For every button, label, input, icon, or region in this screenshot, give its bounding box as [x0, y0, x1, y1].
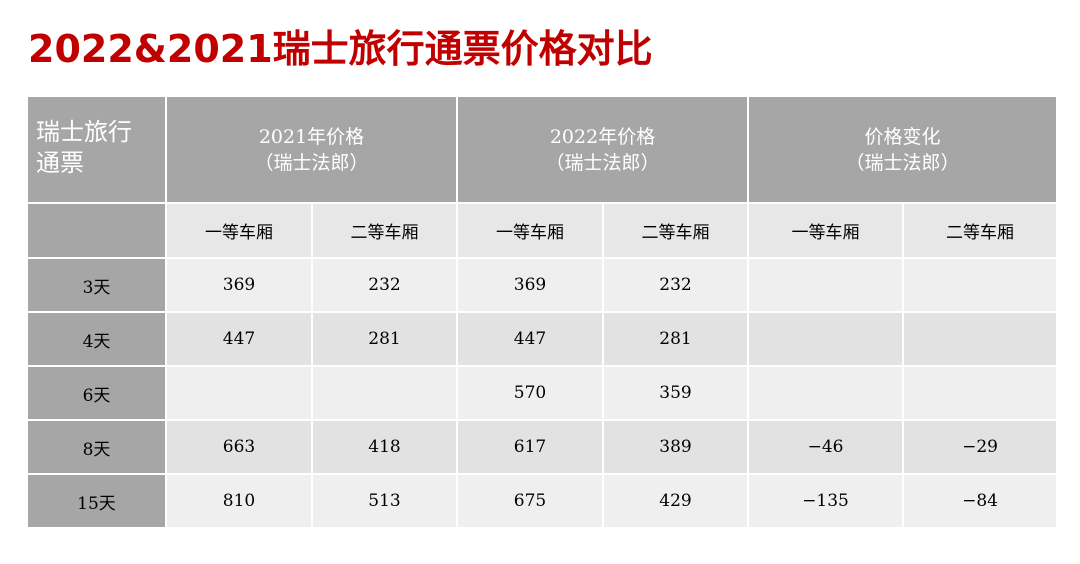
table-row: 3天 369 232 369 232 [26, 257, 1059, 313]
group-header-2022-unit: （瑞士法郎） [545, 151, 660, 174]
row-label: 6天 [26, 365, 167, 421]
table-cell [902, 311, 1059, 367]
table-row: 4天 447 281 447 281 [26, 311, 1059, 367]
table-cell: −135 [747, 473, 905, 529]
group-header-change-title: 价格变化 [864, 125, 941, 148]
table-cell [747, 365, 905, 421]
table-cell: 513 [310, 473, 459, 529]
table-cell: −46 [747, 419, 905, 475]
row-label: 15天 [26, 473, 167, 529]
group-header-2021: 2021年价格 （瑞士法郎） [164, 95, 459, 204]
subheader-change-second-class: 二等车厢 [902, 202, 1059, 259]
table-cell: 281 [310, 311, 459, 367]
table-cell: 359 [602, 365, 750, 421]
price-comparison-table: 瑞士旅行 通票 2021年价格 （瑞士法郎） 2022年价格 （瑞士法郎） 价格… [26, 95, 1059, 529]
subheader-change-first-class: 一等车厢 [747, 202, 905, 259]
corner-header-line1: 瑞士旅行 [36, 118, 132, 146]
table-cell: −84 [902, 473, 1059, 529]
table-cell [310, 365, 459, 421]
table-cell: 675 [456, 473, 605, 529]
table-row: 6天 570 359 [26, 365, 1059, 421]
subheader-blank-cell [26, 202, 167, 259]
table-cell [747, 311, 905, 367]
table-cell [902, 365, 1059, 421]
table-row: 15天 810 513 675 429 −135 −84 [26, 473, 1059, 529]
table-cell: 663 [165, 419, 313, 475]
group-header-2022-title: 2022年价格 [549, 125, 656, 148]
row-label: 8天 [26, 419, 167, 475]
table-cell: 281 [602, 311, 750, 367]
subheader-2021-first-class: 一等车厢 [165, 202, 313, 259]
table-cell: 369 [456, 257, 605, 313]
table-cell: 429 [602, 473, 750, 529]
row-label: 3天 [26, 257, 167, 313]
table-subheader-row: 一等车厢 二等车厢 一等车厢 二等车厢 一等车厢 二等车厢 [26, 202, 1059, 259]
table-cell [902, 257, 1059, 313]
corner-header: 瑞士旅行 通票 [26, 95, 167, 204]
row-label: 4天 [26, 311, 167, 367]
table-cell: 447 [456, 311, 605, 367]
table-cell: −29 [902, 419, 1059, 475]
group-header-change-unit: （瑞士法郎） [845, 151, 960, 174]
group-header-2022: 2022年价格 （瑞士法郎） [456, 95, 750, 204]
table-header-row: 瑞士旅行 通票 2021年价格 （瑞士法郎） 2022年价格 （瑞士法郎） 价格… [26, 95, 1059, 204]
table-cell: 369 [165, 257, 313, 313]
table-cell: 570 [456, 365, 605, 421]
table-cell: 232 [310, 257, 459, 313]
group-header-change: 价格变化 （瑞士法郎） [747, 95, 1059, 204]
corner-header-line2: 通票 [36, 149, 84, 177]
table-cell: 389 [602, 419, 750, 475]
table-cell: 447 [165, 311, 313, 367]
subheader-2021-second-class: 二等车厢 [310, 202, 459, 259]
group-header-2021-unit: （瑞士法郎） [254, 151, 369, 174]
subheader-2022-second-class: 二等车厢 [602, 202, 750, 259]
table-cell: 617 [456, 419, 605, 475]
page-title: 2022&2021瑞士旅行通票价格对比 [28, 27, 653, 71]
table-cell: 418 [310, 419, 459, 475]
table-cell [747, 257, 905, 313]
group-header-2021-title: 2021年价格 [258, 125, 365, 148]
table-row: 8天 663 418 617 389 −46 −29 [26, 419, 1059, 475]
table-cell: 810 [165, 473, 313, 529]
subheader-2022-first-class: 一等车厢 [456, 202, 605, 259]
table-cell [165, 365, 313, 421]
table-cell: 232 [602, 257, 750, 313]
